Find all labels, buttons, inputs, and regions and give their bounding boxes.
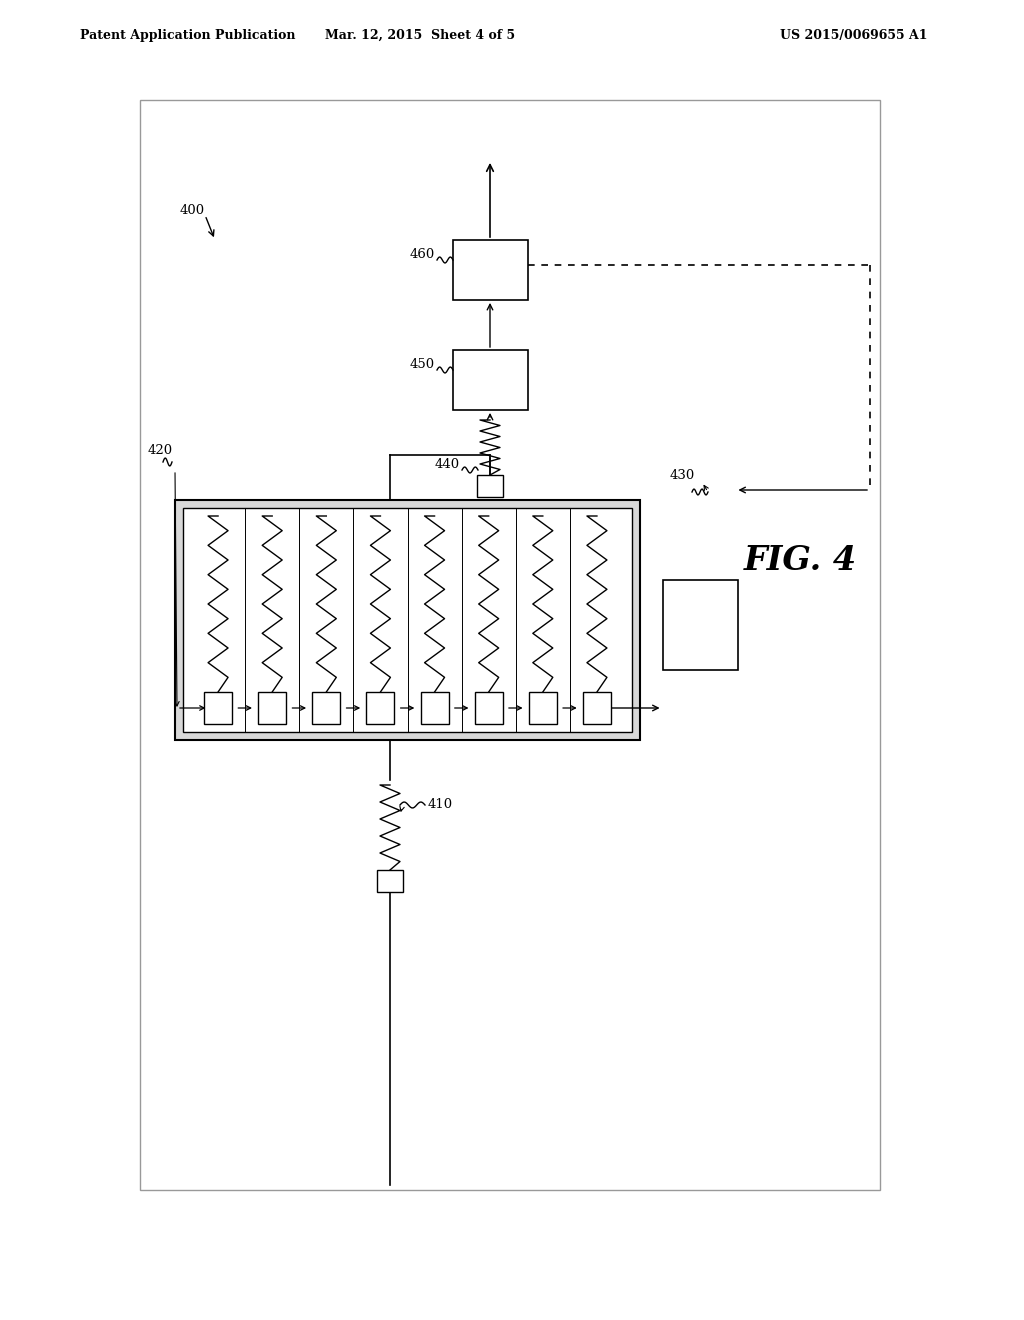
Bar: [421, 692, 449, 723]
Text: Viscosity
Sensor: Viscosity Sensor: [464, 256, 516, 284]
Bar: [175, 500, 640, 741]
Text: 460: 460: [410, 248, 435, 261]
Bar: [377, 870, 403, 892]
Text: FIG. 4: FIG. 4: [743, 544, 856, 577]
Text: Filtration
System: Filtration System: [462, 366, 518, 393]
Bar: [258, 692, 286, 723]
Bar: [475, 692, 503, 723]
Bar: [367, 692, 394, 723]
Text: Mar. 12, 2015  Sheet 4 of 5: Mar. 12, 2015 Sheet 4 of 5: [325, 29, 515, 41]
Text: 410: 410: [428, 799, 454, 812]
Bar: [528, 692, 557, 723]
Bar: [183, 508, 632, 733]
Bar: [663, 579, 737, 671]
Bar: [312, 692, 340, 723]
Text: 450: 450: [410, 359, 435, 371]
Bar: [453, 240, 527, 300]
Bar: [583, 692, 611, 723]
Text: 400: 400: [179, 203, 205, 216]
Text: Patent Application Publication: Patent Application Publication: [80, 29, 296, 41]
Text: 420: 420: [147, 444, 173, 457]
Bar: [140, 100, 880, 1191]
Text: 440: 440: [435, 458, 460, 471]
Text: US 2015/0069655 A1: US 2015/0069655 A1: [780, 29, 928, 41]
Bar: [477, 475, 503, 498]
Text: Vacuum
Pump: Vacuum Pump: [677, 611, 724, 639]
Text: 430: 430: [670, 469, 695, 482]
Bar: [204, 692, 232, 723]
Bar: [453, 350, 527, 411]
